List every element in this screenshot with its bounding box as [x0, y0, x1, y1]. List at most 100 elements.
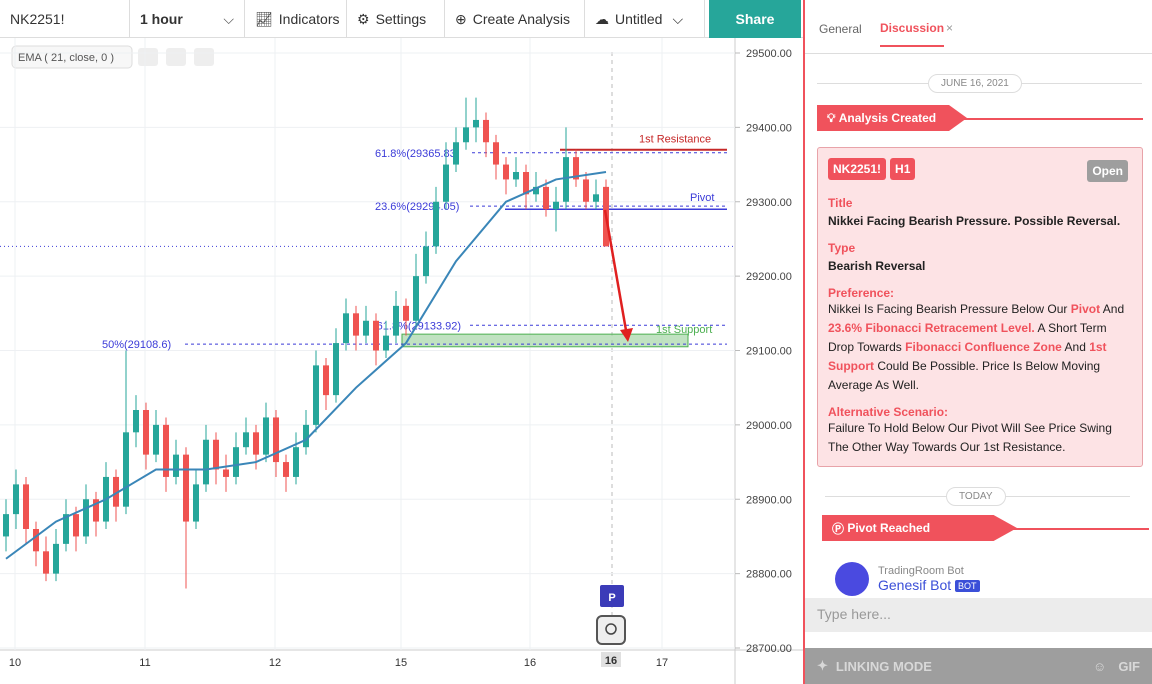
bot-avatar — [835, 562, 869, 596]
indicators-text: Indicators — [278, 11, 340, 27]
date-label: 16 — [524, 657, 536, 669]
status-badge: Open — [1087, 160, 1128, 182]
share[interactable]: Share — [709, 0, 801, 38]
date-label: 10 — [9, 657, 21, 669]
create-analysis[interactable]: ⊕ Create Analysis — [445, 0, 585, 38]
candle-body — [483, 119, 489, 143]
candle-body — [403, 305, 409, 321]
candle-body — [183, 454, 189, 522]
candle-body — [413, 276, 419, 321]
date-highlight — [601, 652, 621, 667]
candle-body — [163, 424, 169, 477]
candle-body — [453, 142, 459, 165]
preference-segment: Pivot — [1070, 302, 1101, 316]
message-input[interactable]: Type here... — [805, 598, 1152, 632]
date-label: 12 — [269, 657, 281, 669]
preference: Nikkei Is Facing Bearish Pressure Below … — [828, 300, 1132, 395]
candle-body — [293, 447, 299, 477]
interval[interactable]: 1 hour ⌵ — [130, 0, 245, 38]
candle-body — [443, 164, 449, 202]
candle-body — [523, 172, 529, 195]
candle-body — [343, 313, 349, 344]
candle-body — [333, 343, 339, 396]
price-label: 28700.00 — [746, 643, 792, 655]
title-heading: Title — [828, 196, 853, 210]
title: Nikkei Facing Bearish Pressure. Possible… — [828, 214, 1121, 228]
price-label: 29300.00 — [746, 197, 792, 209]
preference-segment: Nikkei Is Facing Bearish Pressure Below … — [828, 302, 1071, 316]
type: Bearish Reversal — [828, 259, 926, 273]
idea-icon — [596, 615, 626, 645]
tab-general[interactable]: General — [819, 22, 862, 36]
indicators[interactable]: 📈︎ Indicators — [245, 0, 347, 38]
candle-body — [473, 119, 479, 128]
preference-segment: 1st Support — [828, 340, 1107, 373]
candle-body — [533, 186, 539, 195]
candle-body — [513, 172, 519, 180]
analysis-card: NK2251! H1 Open Title Nikkei Facing Beari… — [817, 147, 1143, 467]
trash-icon[interactable] — [194, 48, 214, 66]
candle-body — [93, 499, 99, 522]
ema-line — [5, 171, 607, 560]
alt-heading: Alternative Scenario: — [828, 405, 949, 419]
candle-body — [253, 432, 259, 455]
candle-body — [593, 194, 599, 202]
price-label: 28800.00 — [746, 569, 792, 581]
forecast-arrow — [603, 209, 629, 337]
candle-body — [553, 201, 559, 210]
symbol-badge: NK2251! — [828, 158, 887, 180]
price-label: 29500.00 — [746, 48, 792, 60]
create-text: Create Analysis — [472, 11, 571, 27]
alternative: Failure To Hold Below Our Pivot Will See… — [828, 421, 1112, 454]
preference-segment: And — [1061, 340, 1090, 354]
candle-body — [503, 164, 509, 180]
gear-icon[interactable] — [166, 48, 186, 66]
gif[interactable]: GIF — [1118, 658, 1140, 674]
candle-body — [323, 365, 329, 396]
symbol[interactable]: NK2251! — [0, 0, 130, 38]
settings[interactable]: ⚙ Settings — [347, 0, 445, 38]
banner-text: Analysis Created — [838, 111, 937, 125]
banner-analysis: 💡︎ Analysis Created — [817, 105, 967, 131]
banner-pivot: Ⓟ Pivot Reached — [822, 515, 1017, 541]
support-label: 1st Support — [656, 324, 712, 336]
candle-body — [373, 320, 379, 351]
preference-segment: 23.6% Fibonacci Retracement Level. — [828, 321, 1035, 335]
banner-line — [955, 528, 1149, 530]
candle-body — [283, 462, 289, 477]
marker: P — [608, 592, 615, 604]
eye-icon[interactable] — [138, 48, 158, 66]
preference-segment: Fibonacci Confluence Zone — [905, 340, 1062, 354]
tabs: General Discussion × — [805, 0, 1152, 54]
pref-heading: Preference: — [828, 286, 895, 300]
date-label: 11 — [139, 657, 150, 669]
candle-body — [313, 365, 319, 425]
candle-body — [43, 551, 49, 574]
candle-body — [273, 417, 279, 463]
candle-body — [73, 514, 79, 537]
candle-body — [573, 157, 579, 180]
side-panel: General Discussion × JUNE 16, 2021 💡︎ An… — [803, 0, 1152, 684]
price-label: 28900.00 — [746, 494, 792, 506]
linking-mode[interactable]: LINKING MODE — [835, 658, 932, 674]
candle-body — [543, 186, 549, 210]
fib-label: 23.6%(29294.05) — [375, 201, 459, 213]
bot-org: TradingRoom Bot — [878, 565, 964, 577]
candle-body — [383, 335, 389, 351]
candle-body — [153, 424, 159, 455]
fib-label: 61.8%(29365.83) — [375, 148, 459, 160]
tab-close[interactable]: × — [946, 21, 954, 35]
toolbar: NK2251! 1 hour ⌵ 📈︎ Indicators ⚙ Settings ⊕… — [0, 0, 803, 38]
layout[interactable]: ☁ Untitled ⌵ — [585, 0, 705, 38]
candle-body — [493, 142, 499, 165]
candle-body — [203, 439, 209, 485]
candle-body — [303, 424, 309, 448]
pivot-label: Pivot — [690, 192, 714, 204]
settings-text: Settings — [375, 11, 427, 27]
tab-discussion[interactable]: Discussion — [880, 21, 945, 47]
candle-body — [463, 127, 469, 143]
price-label: 29100.00 — [746, 346, 792, 358]
type-heading: Type — [828, 241, 856, 255]
candle-body — [393, 305, 399, 336]
candle-body — [213, 439, 219, 470]
